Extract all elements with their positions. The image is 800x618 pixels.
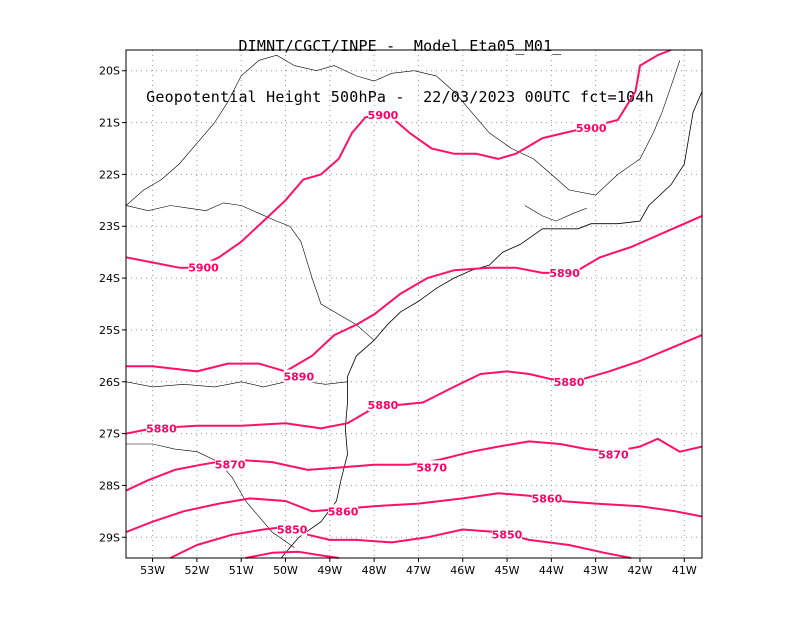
x-tick-label: 49W: [317, 564, 342, 577]
y-tick-label: 28S: [99, 479, 120, 492]
contour-label-bg: [367, 107, 398, 121]
contour-label: 5870: [215, 459, 246, 472]
coastline-and-borders: [125, 54, 703, 559]
x-tick-label: 50W: [273, 564, 298, 577]
contour-label-bg: [215, 457, 246, 471]
contour-label: 5880: [554, 376, 585, 389]
contour-5860: [125, 492, 703, 534]
contour-label: 5900: [368, 109, 399, 122]
y-tick-label: 29S: [99, 531, 120, 544]
contour-label: 5870: [598, 448, 629, 461]
contour-label-bg: [416, 460, 447, 474]
contour-label-bg: [277, 522, 308, 536]
state-border: [125, 54, 415, 206]
state-border: [524, 205, 587, 222]
contour-label-bg: [576, 120, 607, 134]
contour-label: 5900: [188, 262, 219, 275]
y-tick-label: 27S: [99, 428, 120, 441]
y-tick-label: 26S: [99, 376, 120, 389]
contour-label-bg: [531, 491, 562, 505]
x-tick-label: 42W: [628, 564, 653, 577]
contour-label-bg: [492, 527, 523, 541]
contour-label: 5890: [283, 371, 314, 384]
y-tick-label: 22S: [99, 168, 120, 181]
contour-label: 5850: [492, 529, 523, 542]
contour-label: 5860: [532, 492, 563, 505]
x-tick-label: 44W: [539, 564, 564, 577]
contour-label-bg: [188, 260, 219, 274]
contour-label: 5900: [576, 122, 607, 135]
y-tick-label: 23S: [99, 220, 120, 233]
axis-ticks: 53W 52W 51W 50W 49W 48W 47W 46W 45W 44W 43W 42W 41W 2…: [99, 65, 697, 577]
state-border: [126, 443, 295, 548]
coastline: [280, 339, 375, 559]
x-tick-label: 47W: [406, 564, 431, 577]
contour-5870: [125, 437, 703, 492]
y-tick-label: 24S: [99, 272, 120, 285]
x-tick-label: 51W: [229, 564, 254, 577]
contour-label-bg: [549, 265, 580, 279]
contour-labels: 5900 5900 5900 5890 5890 5880 5880 5880 5870 5870…: [146, 107, 629, 542]
contour-5840: [245, 550, 339, 559]
x-tick-label: 46W: [450, 564, 475, 577]
x-tick-label: 52W: [184, 564, 209, 577]
contour-5890: [126, 214, 703, 373]
x-tick-label: 43W: [583, 564, 608, 577]
contour-5900: [125, 49, 672, 269]
x-tick-label: 53W: [140, 564, 165, 577]
plot-frame: [125, 49, 703, 559]
x-tick-label: 41W: [672, 564, 697, 577]
contour-label-bg: [328, 504, 359, 518]
contour-label-bg: [598, 447, 629, 461]
contour-label: 5850: [277, 523, 308, 536]
x-tick-label: 45W: [495, 564, 520, 577]
contour-5880: [125, 334, 703, 435]
x-tick-label: 48W: [362, 564, 387, 577]
contour-label: 5880: [368, 399, 399, 412]
state-border: [413, 60, 681, 196]
contour-5850: [169, 525, 632, 559]
y-tick-label: 25S: [99, 324, 120, 337]
contour-label-bg: [554, 374, 585, 388]
contour-label: 5870: [416, 461, 447, 474]
y-tick-label: 20S: [99, 65, 120, 78]
contour-label-bg: [367, 398, 398, 412]
contour-label: 5860: [328, 505, 359, 518]
coastline: [373, 91, 703, 341]
contour-label-bg: [283, 369, 314, 383]
contour-label: 5890: [549, 267, 580, 280]
state-border: [125, 202, 375, 341]
contour-label: 5880: [146, 422, 177, 435]
y-tick-label: 21S: [99, 117, 120, 130]
state-border: [125, 381, 348, 388]
contour-label-bg: [146, 421, 177, 435]
